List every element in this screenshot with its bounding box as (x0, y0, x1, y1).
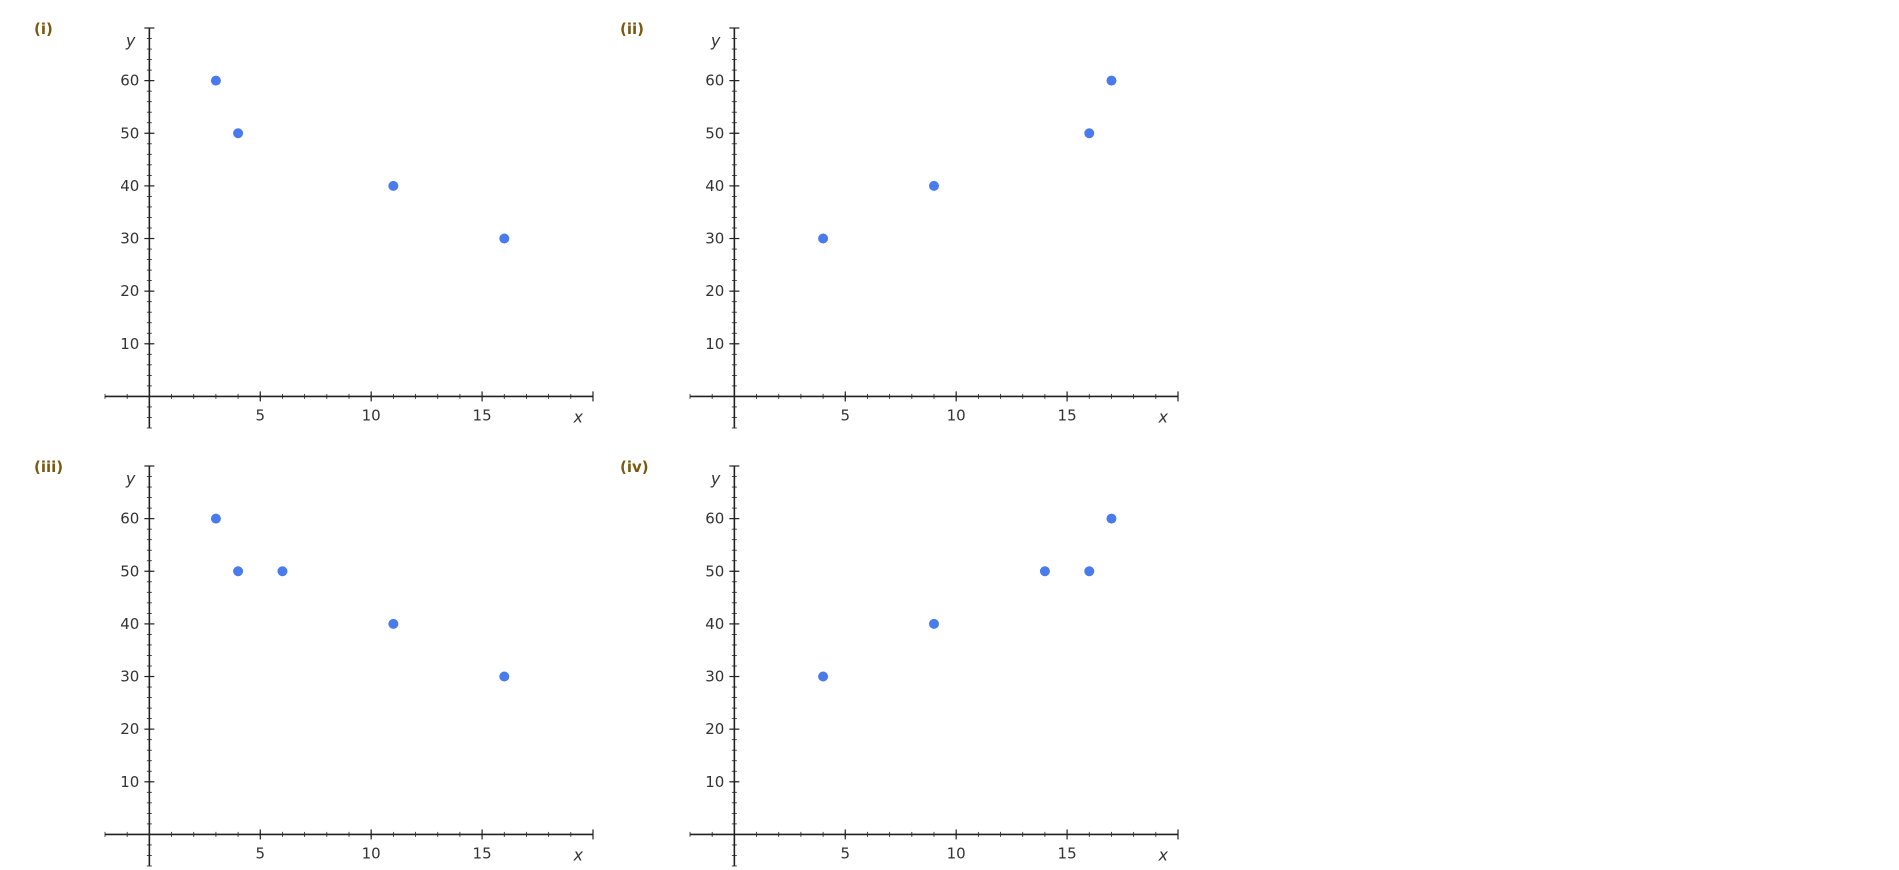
x-tick-label: 10 (362, 406, 381, 424)
data-point (1039, 566, 1050, 577)
y-tick-label: 20 (705, 282, 724, 300)
y-axis-label: y (125, 469, 136, 488)
data-point (1084, 128, 1095, 139)
y-tick-label: 10 (705, 335, 724, 353)
x-axis-label: x (573, 407, 584, 426)
y-tick-label: 20 (120, 282, 139, 300)
x-tick-label: 5 (255, 844, 265, 862)
panel-label: (i) (34, 20, 53, 38)
x-axis-label: x (1158, 845, 1169, 864)
y-tick-label: 50 (120, 562, 139, 580)
y-tick-label: 10 (120, 335, 139, 353)
data-point (233, 128, 244, 139)
y-tick-label: 50 (705, 562, 724, 580)
y-tick-label: 30 (705, 668, 724, 686)
x-tick-label: 10 (947, 844, 966, 862)
data-point (929, 180, 939, 191)
panel-label: (ii) (620, 20, 644, 38)
data-point (499, 671, 510, 682)
y-tick-label: 30 (120, 230, 139, 248)
x-tick-label: 5 (255, 406, 265, 424)
data-point (210, 513, 221, 524)
data-point (1106, 513, 1117, 524)
data-point (1106, 75, 1117, 86)
scatter-panel-3: (iii) 5 10 15 10 20 30 40 50 60 x y (34, 458, 594, 867)
y-axis-label: y (710, 31, 721, 50)
y-tick-label: 10 (120, 773, 139, 791)
y-tick-label: 50 (120, 124, 139, 142)
data-point (277, 566, 288, 577)
x-axis-label: x (573, 845, 584, 864)
data-point (210, 75, 221, 86)
data-point (1084, 566, 1095, 577)
y-tick-label: 30 (705, 230, 724, 248)
x-tick-label: 15 (1058, 844, 1077, 862)
y-tick-label: 40 (705, 615, 724, 633)
y-tick-label: 40 (120, 615, 139, 633)
y-tick-label: 50 (705, 124, 724, 142)
scatter-panel-4: (iv) 5 10 15 10 20 30 40 50 60 x y (620, 458, 1179, 867)
x-tick-label: 10 (362, 844, 381, 862)
panel-label: (iv) (620, 458, 649, 476)
y-axis-label: y (125, 31, 136, 50)
x-tick-label: 5 (840, 406, 850, 424)
y-tick-label: 40 (120, 177, 139, 195)
data-point (388, 618, 399, 629)
y-axis-label: y (710, 469, 721, 488)
y-tick-label: 20 (705, 720, 724, 738)
x-axis-label: x (1158, 407, 1169, 426)
panel-label: (iii) (34, 458, 63, 476)
data-point (929, 618, 939, 629)
x-tick-label: 10 (947, 406, 966, 424)
y-tick-label: 30 (120, 668, 139, 686)
y-tick-label: 60 (120, 72, 139, 90)
data-point (388, 180, 399, 191)
x-tick-label: 15 (473, 844, 492, 862)
y-tick-label: 60 (705, 72, 724, 90)
x-tick-label: 15 (473, 406, 492, 424)
y-tick-label: 20 (120, 720, 139, 738)
data-point (499, 233, 510, 244)
y-tick-label: 60 (705, 510, 724, 528)
y-tick-label: 10 (705, 773, 724, 791)
scatter-panel-2: (ii) 5 10 15 10 20 30 40 50 60 x y (620, 20, 1179, 429)
scatter-panel-1: (i) 5 10 15 10 20 30 40 50 60 x y (34, 20, 594, 429)
x-tick-label: 5 (840, 844, 850, 862)
y-tick-label: 60 (120, 510, 139, 528)
data-point (233, 566, 244, 577)
data-point (818, 671, 829, 682)
y-tick-label: 40 (705, 177, 724, 195)
x-tick-label: 15 (1058, 406, 1077, 424)
data-point (818, 233, 829, 244)
